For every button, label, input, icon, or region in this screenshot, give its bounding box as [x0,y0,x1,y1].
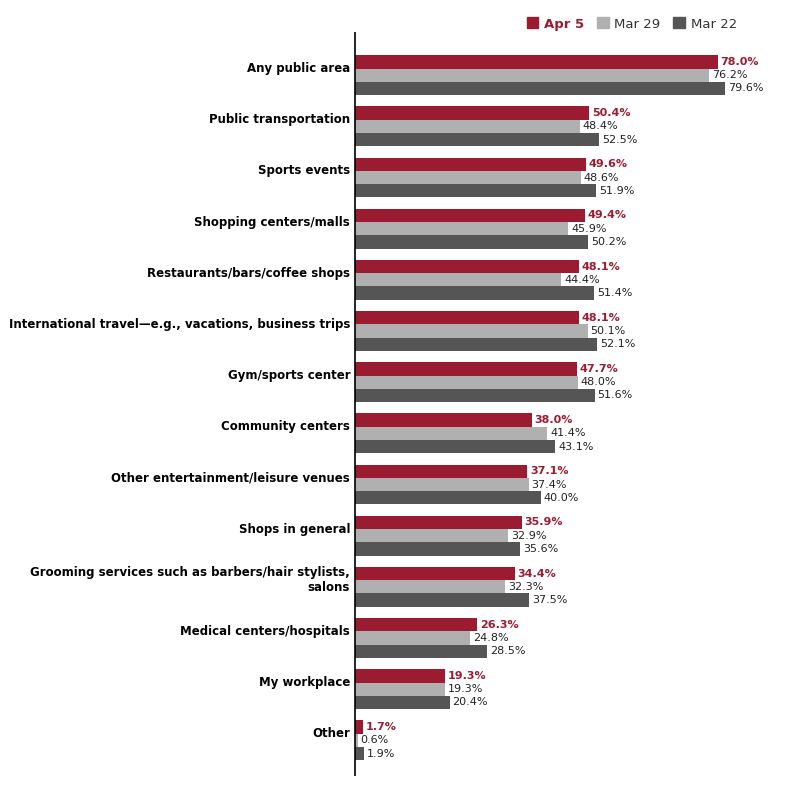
Bar [355,209,584,222]
Legend: Apr 5, Mar 29, Mar 22: Apr 5, Mar 29, Mar 22 [521,12,742,36]
Text: 19.3%: 19.3% [447,671,486,681]
Text: 45.9%: 45.9% [572,223,607,234]
Bar [355,543,521,556]
Text: Restaurants/bars/coffee shops: Restaurants/bars/coffee shops [147,267,350,280]
Text: 51.6%: 51.6% [598,390,633,401]
Bar [355,389,595,402]
Text: 28.5%: 28.5% [490,646,525,657]
Bar [355,235,588,249]
Text: 76.2%: 76.2% [712,70,747,80]
Text: 20.4%: 20.4% [453,698,488,707]
Text: 43.1%: 43.1% [558,442,594,451]
Text: Other: Other [312,727,350,741]
Bar [355,413,532,427]
Text: Public transportation: Public transportation [209,113,350,126]
Text: 41.4%: 41.4% [550,428,586,438]
Bar [355,529,508,543]
Bar [355,491,541,505]
Bar [355,185,596,197]
Text: 32.3%: 32.3% [508,582,544,592]
Text: 26.3%: 26.3% [480,619,519,630]
Bar [355,593,529,607]
Text: 52.1%: 52.1% [600,339,635,349]
Bar [355,133,599,147]
Bar [355,287,594,300]
Text: Sports events: Sports events [258,165,350,177]
Bar [355,631,470,645]
Text: 37.1%: 37.1% [530,466,568,476]
Text: 48.0%: 48.0% [581,377,616,387]
Text: 49.4%: 49.4% [587,211,626,220]
Text: 19.3%: 19.3% [447,684,483,694]
Text: Grooming services such as barbers/hair stylists,
salons: Grooming services such as barbers/hair s… [30,566,350,594]
Bar [355,55,718,69]
Text: Medical centers/hospitals: Medical centers/hospitals [181,625,350,638]
Bar [355,171,581,185]
Text: 1.9%: 1.9% [366,748,395,759]
Text: 50.1%: 50.1% [591,326,626,336]
Text: 38.0%: 38.0% [534,415,573,425]
Text: 48.1%: 48.1% [581,261,620,272]
Text: 50.4%: 50.4% [592,108,630,118]
Text: 48.1%: 48.1% [581,313,620,322]
Text: 78.0%: 78.0% [720,57,759,67]
Bar [355,311,579,325]
Text: 44.4%: 44.4% [564,275,600,285]
Text: 52.5%: 52.5% [602,135,638,145]
Bar [355,158,586,171]
Text: 32.9%: 32.9% [511,531,546,541]
Text: International travel—e.g., vacations, business trips: International travel—e.g., vacations, bu… [9,318,350,331]
Bar [355,222,568,235]
Bar [355,696,450,709]
Bar [355,516,522,529]
Text: Community centers: Community centers [221,421,350,433]
Bar [355,440,556,453]
Bar [355,120,580,133]
Text: 48.4%: 48.4% [583,121,618,131]
Text: 48.6%: 48.6% [583,173,619,182]
Bar [355,478,529,491]
Text: Shops in general: Shops in general [239,523,350,535]
Text: 50.2%: 50.2% [591,237,626,247]
Text: 40.0%: 40.0% [544,493,579,503]
Bar [355,581,505,593]
Text: 37.5%: 37.5% [532,595,568,605]
Bar [355,69,709,82]
Bar [355,721,363,733]
Bar [355,465,528,478]
Text: 1.7%: 1.7% [365,722,396,732]
Text: Shopping centers/malls: Shopping centers/malls [194,215,350,229]
Text: 49.6%: 49.6% [588,159,627,169]
Bar [355,375,578,389]
Text: My workplace: My workplace [259,676,350,689]
Bar [355,747,364,760]
Bar [355,337,597,351]
Bar [355,260,579,273]
Text: Gym/sports center: Gym/sports center [228,369,350,382]
Text: Other entertainment/leisure venues: Other entertainment/leisure venues [111,471,350,485]
Text: 51.4%: 51.4% [597,288,632,298]
Bar [355,106,589,120]
Bar [355,645,487,658]
Text: 24.8%: 24.8% [473,633,509,643]
Bar [355,683,445,696]
Text: Any public area: Any public area [247,62,350,75]
Bar [355,82,725,95]
Bar [355,362,577,375]
Bar [355,273,561,287]
Bar [355,325,588,337]
Text: 35.9%: 35.9% [525,517,563,527]
Bar [355,567,515,581]
Bar [355,427,548,440]
Text: 0.6%: 0.6% [361,735,388,745]
Text: 37.4%: 37.4% [532,479,567,489]
Text: 35.6%: 35.6% [523,544,559,554]
Bar [355,733,357,747]
Text: 51.9%: 51.9% [599,186,634,196]
Bar [355,618,478,631]
Text: 47.7%: 47.7% [579,364,618,374]
Text: 79.6%: 79.6% [728,83,763,93]
Text: 34.4%: 34.4% [517,569,556,578]
Bar [355,669,445,683]
